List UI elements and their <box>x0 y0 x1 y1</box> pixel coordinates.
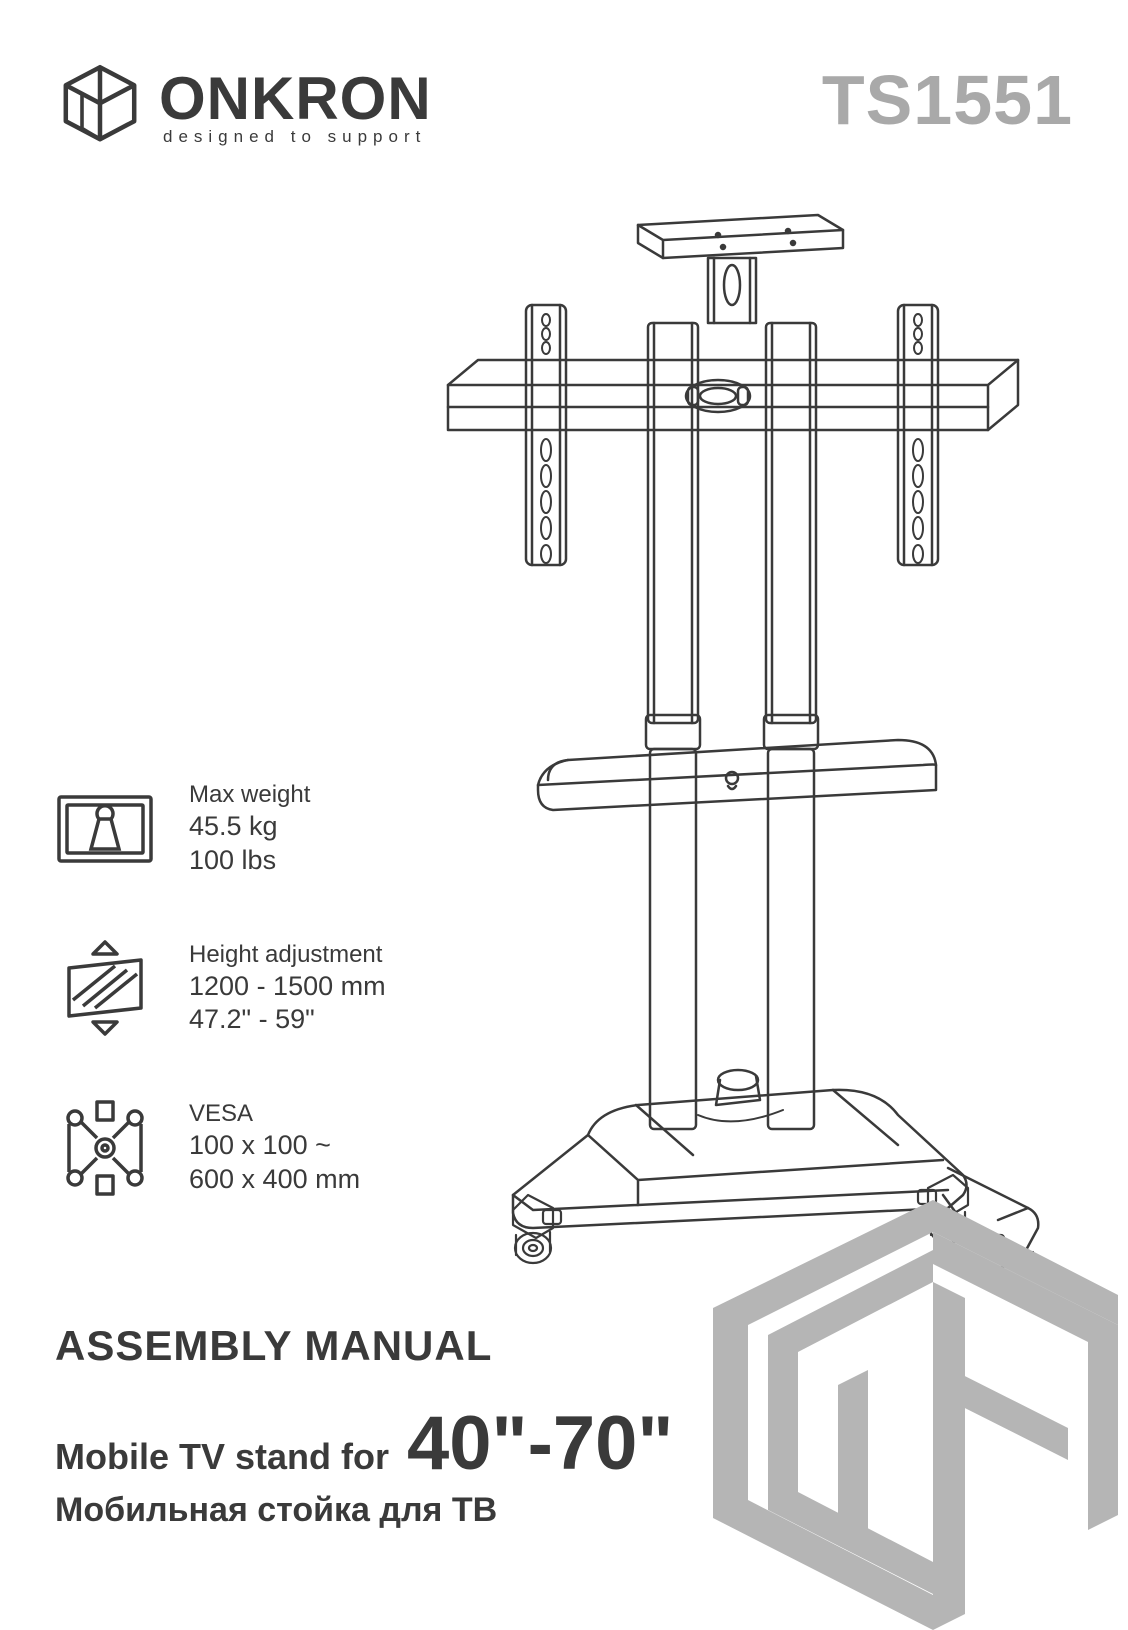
spec-list: Max weight 45.5 kg 100 lbs Height adjust… <box>55 780 386 1197</box>
spec-vesa-line2: 600 x 400 mm <box>189 1163 360 1197</box>
weight-icon <box>55 789 155 869</box>
brand-tagline: designed to support <box>163 127 432 147</box>
product-diagram <box>388 210 1088 1270</box>
background-logo-icon <box>708 1180 1128 1630</box>
product-description: Mobile TV stand for <box>55 1436 389 1478</box>
spec-height-label: Height adjustment <box>189 940 386 970</box>
size-range: 40"-70" <box>407 1400 673 1487</box>
spec-weight-label: Max weight <box>189 780 310 810</box>
spec-weight-line2: 100 lbs <box>189 844 310 878</box>
vesa-icon <box>55 1098 155 1198</box>
spec-vesa-label: VESA <box>189 1099 360 1129</box>
spec-vesa: VESA 100 x 100 ~ 600 x 400 mm <box>55 1099 386 1197</box>
brand-name: ONKRON <box>159 64 432 133</box>
model-number: TS1551 <box>822 60 1073 140</box>
height-icon <box>55 938 155 1038</box>
spec-height: Height adjustment 1200 - 1500 mm 47.2" -… <box>55 940 386 1038</box>
footer-block: ASSEMBLY MANUAL Mobile TV stand for 40"-… <box>55 1322 673 1530</box>
brand-logo: ONKRON designed to support <box>55 60 432 150</box>
product-description-ru: Мобильная стойка для ТВ <box>55 1491 673 1530</box>
spec-weight-line1: 45.5 kg <box>189 810 310 844</box>
spec-weight: Max weight 45.5 kg 100 lbs <box>55 780 386 878</box>
spec-height-line1: 1200 - 1500 mm <box>189 970 386 1004</box>
spec-vesa-line1: 100 x 100 ~ <box>189 1129 360 1163</box>
onkron-logo-icon <box>55 60 145 150</box>
manual-title: ASSEMBLY MANUAL <box>55 1322 673 1370</box>
spec-height-line2: 47.2" - 59" <box>189 1003 386 1037</box>
